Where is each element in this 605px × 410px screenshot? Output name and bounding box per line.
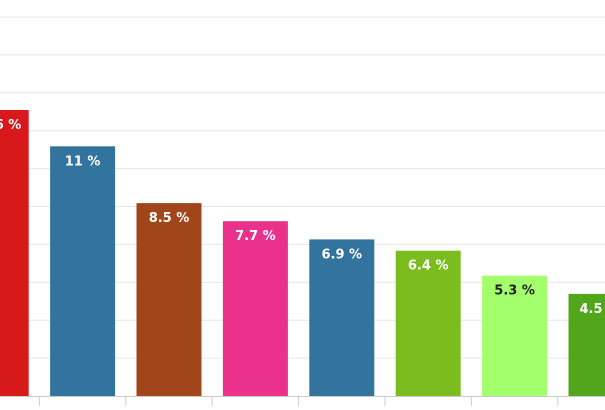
data-label: 5.3 % [494, 284, 535, 299]
bar-group [0, 110, 605, 396]
bar [568, 293, 605, 396]
x-axis [0, 396, 605, 406]
data-label: 7.7 % [235, 229, 276, 244]
bar [0, 110, 29, 396]
data-label: 4.5 [579, 302, 602, 317]
data-label: 6.9 % [322, 247, 363, 262]
data-label: 11 % [65, 154, 101, 169]
bar [50, 146, 116, 396]
bar [309, 239, 375, 396]
bar [136, 203, 202, 396]
bar [395, 250, 461, 396]
data-label: 8.5 % [149, 211, 190, 226]
data-label: 6 % [0, 118, 21, 133]
bar [222, 221, 288, 396]
data-label-group: 6 % 11 % 8.5 % 7.7 % 6.9 % 6.4 % 5.3 % 4.5 [0, 118, 603, 317]
bar [482, 275, 548, 396]
data-label: 6.4 % [408, 259, 449, 274]
